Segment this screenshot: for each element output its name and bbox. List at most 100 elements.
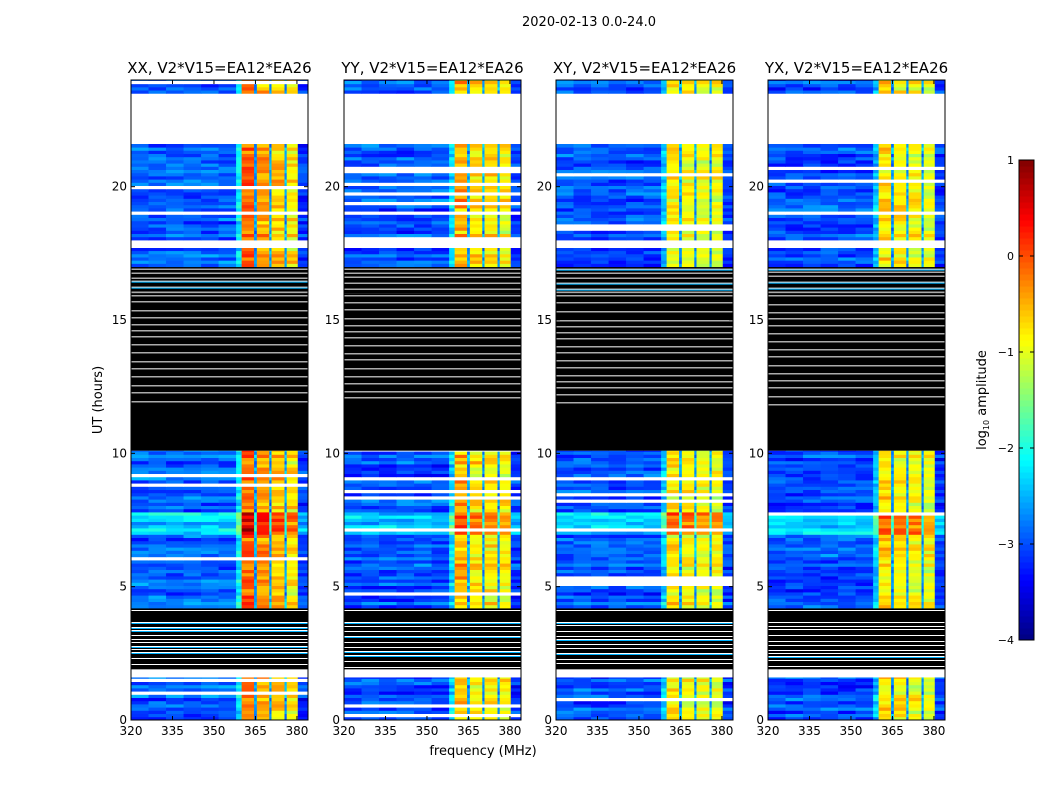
heatmap-cell <box>510 198 522 202</box>
heatmap-cell <box>696 480 710 484</box>
heatmap-cell <box>679 473 683 478</box>
heatmap-cell <box>218 211 237 215</box>
heatmap-cell <box>241 220 255 225</box>
heatmap-cell <box>166 204 184 209</box>
heatmap-cell <box>469 166 483 170</box>
heatmap-cell <box>661 227 668 231</box>
heatmap-cell <box>679 677 683 679</box>
heatmap-cell <box>286 697 299 702</box>
heatmap-cell <box>469 579 483 583</box>
heatmap-cell <box>484 90 498 94</box>
heatmap-cell <box>666 182 680 186</box>
heatmap-cell <box>454 704 468 708</box>
heatmap-cell <box>467 563 471 567</box>
heatmap-cell <box>709 153 713 158</box>
heatmap-cell <box>431 585 450 590</box>
heatmap-cell <box>344 499 362 503</box>
heatmap-cell <box>454 499 468 503</box>
heatmap-cell <box>271 678 285 682</box>
heatmap-cell <box>709 710 713 714</box>
heatmap-cell <box>469 677 483 679</box>
heatmap-cell <box>469 460 483 465</box>
heatmap-cell <box>573 547 592 551</box>
heatmap-cell <box>681 257 695 261</box>
heatmap-cell <box>166 537 184 542</box>
heatmap-cell <box>482 169 485 174</box>
heatmap-cell <box>499 214 512 218</box>
heatmap-cell <box>709 160 713 164</box>
heatmap-cell <box>711 457 724 462</box>
heatmap-cell <box>218 198 237 202</box>
heatmap-cell <box>344 451 362 455</box>
heatmap-cell <box>681 677 695 679</box>
heatmap-cell <box>591 248 609 252</box>
heatmap-cell <box>297 700 309 705</box>
heatmap-cell <box>694 464 697 468</box>
heatmap-cell <box>286 486 299 490</box>
heatmap-cell <box>608 691 627 695</box>
heatmap-cell <box>379 144 397 148</box>
heatmap-cell <box>666 547 680 551</box>
heatmap-cell <box>183 464 202 468</box>
heatmap-cell <box>666 540 680 545</box>
heatmap-cell <box>361 576 380 580</box>
heatmap-cell <box>711 492 724 497</box>
heatmap-cell <box>236 684 243 689</box>
heatmap-cell <box>284 263 288 268</box>
heatmap-cell <box>681 534 695 538</box>
heatmap-cell <box>681 150 695 154</box>
heatmap-cell <box>396 250 415 255</box>
heatmap-cell <box>379 179 397 183</box>
heatmap-cell <box>344 579 362 583</box>
heatmap-cell <box>573 704 592 708</box>
heatmap-cell <box>722 531 734 535</box>
heatmap-cell <box>201 80 219 85</box>
heatmap-cell <box>449 710 456 714</box>
heatmap-cell <box>256 579 270 583</box>
heatmap-cell <box>148 707 167 711</box>
heatmap-cell <box>414 604 432 609</box>
heatmap-cell <box>236 451 243 455</box>
heatmap-cell <box>694 156 697 161</box>
heatmap-cell <box>681 713 695 718</box>
blank-segment <box>556 669 733 678</box>
heatmap-cell <box>344 707 362 711</box>
heatmap-cell <box>269 201 272 206</box>
heatmap-cell <box>396 563 415 567</box>
heatmap-cell <box>608 707 627 711</box>
heatmap-cell <box>722 550 734 554</box>
heatmap-cell <box>201 518 219 522</box>
heatmap-cell <box>497 250 501 255</box>
heatmap-cell <box>499 176 512 180</box>
heatmap-cell <box>556 713 574 718</box>
heatmap-cell <box>643 160 662 164</box>
heatmap-cell <box>709 592 713 596</box>
heatmap-cell <box>201 176 219 180</box>
heatmap-cell <box>709 185 713 190</box>
heatmap-cell <box>379 595 397 599</box>
heatmap-cell <box>284 147 288 151</box>
heatmap-cell <box>241 476 255 481</box>
heatmap-cell <box>414 556 432 561</box>
heatmap-cell <box>573 176 592 180</box>
heatmap-cell <box>497 201 501 206</box>
heatmap-cell <box>666 470 680 474</box>
heatmap-cell <box>254 147 258 151</box>
heatmap-cell <box>556 496 574 500</box>
heatmap-cell <box>722 460 734 465</box>
heatmap-cell <box>254 457 258 462</box>
heatmap-cell <box>454 153 468 158</box>
heatmap-cell <box>626 236 644 241</box>
heatmap-cell <box>183 677 202 679</box>
heatmap-cell <box>573 716 592 721</box>
heatmap-cell <box>297 179 309 183</box>
heatmap-cell <box>284 198 288 202</box>
heatmap-cell <box>256 217 270 222</box>
heatmap-cell <box>694 217 697 222</box>
heatmap-cell <box>414 553 432 558</box>
heatmap-cell <box>454 566 468 570</box>
heatmap-cell <box>241 217 255 222</box>
heatmap-cell <box>626 547 644 551</box>
heatmap-cell <box>482 691 485 695</box>
heatmap-cell <box>469 236 483 241</box>
